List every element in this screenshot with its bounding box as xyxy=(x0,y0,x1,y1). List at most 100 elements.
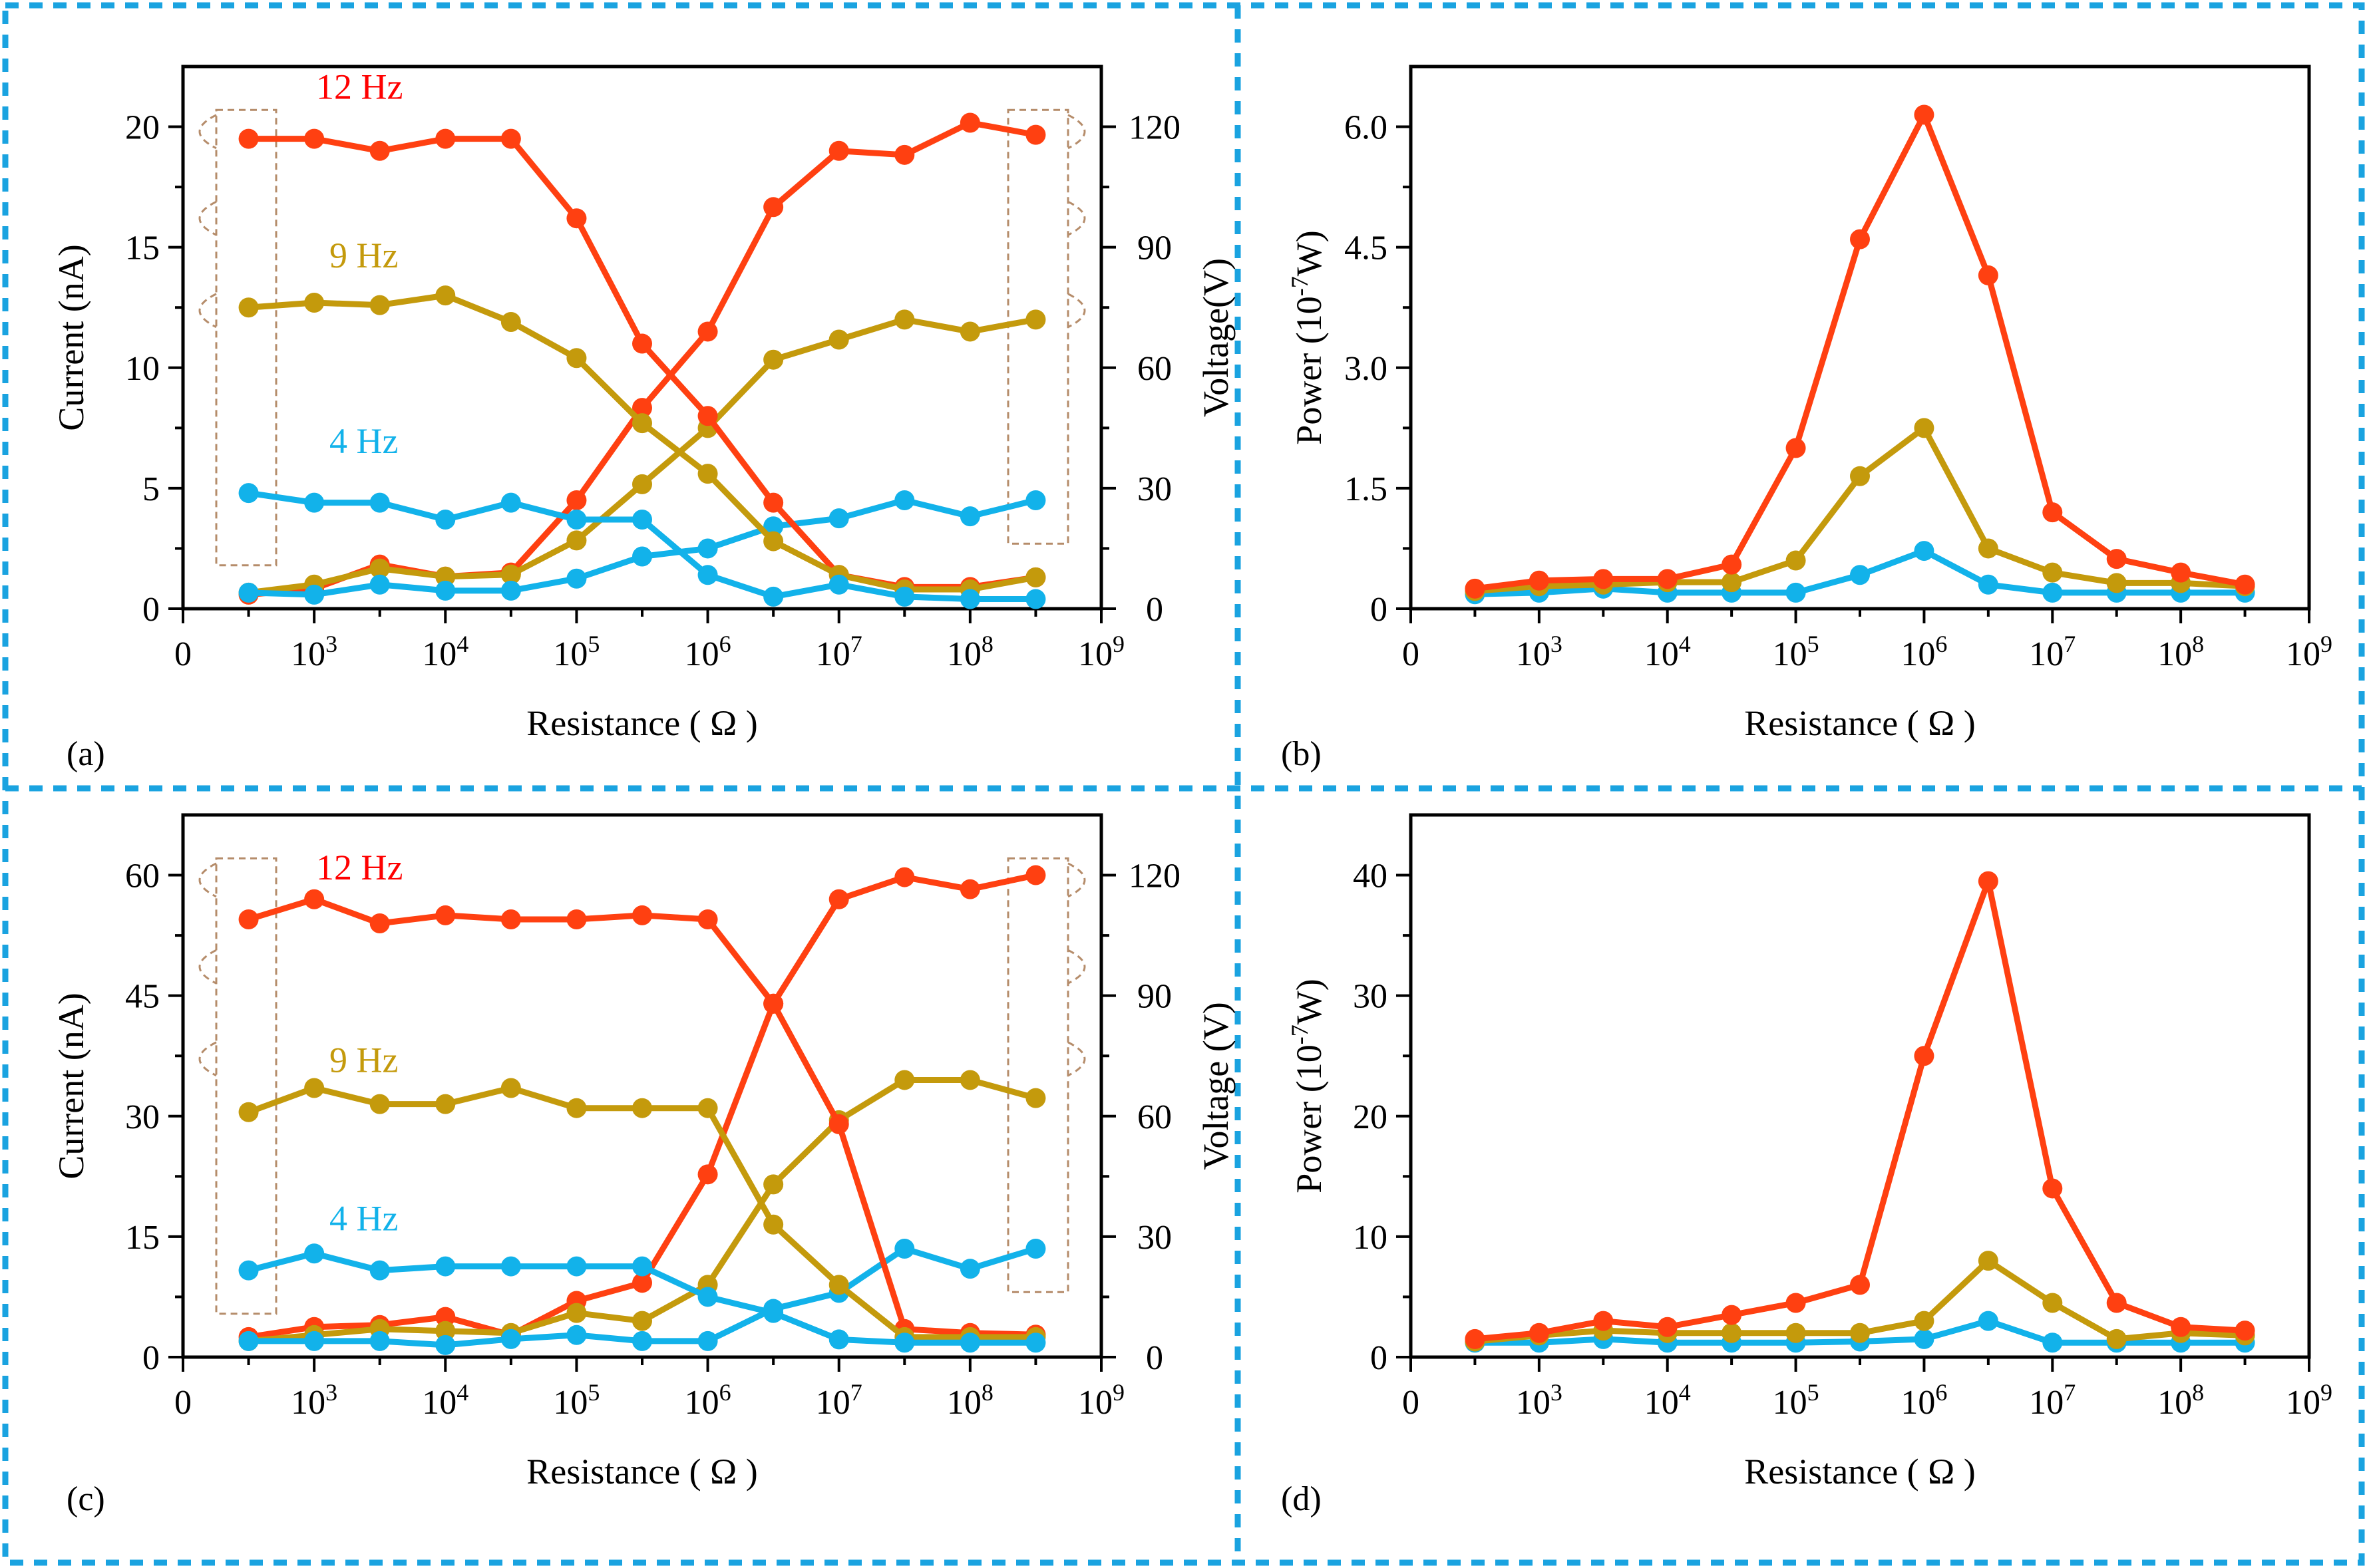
voltage-series-0-point-3 xyxy=(435,1307,456,1327)
voltage-series-1-point-6 xyxy=(632,474,652,494)
power-series-1-point-9 xyxy=(2042,1293,2063,1313)
chart-panel-d: 0 103 104 105 106 107 108 109010203040Resistanc… xyxy=(1281,813,2332,1518)
y2-tick-label: 90 xyxy=(1137,978,1172,1016)
x-tick-label: 109 xyxy=(1078,631,1125,673)
current-series-1-point-1 xyxy=(304,292,325,313)
y2-tick-label: 0 xyxy=(1146,1339,1163,1377)
voltage-series-2-point-1 xyxy=(304,584,325,605)
voltage-series-1-point-3 xyxy=(435,566,456,587)
current-series-0-point-1 xyxy=(304,128,325,149)
x-axis-title: Resistance ( Ω ) xyxy=(526,703,758,743)
voltage-series-1-point-5 xyxy=(566,1303,587,1323)
series-label-1: 9 Hz xyxy=(329,1040,398,1080)
y-tick-label: 20 xyxy=(125,109,160,147)
power-series-0-point-7 xyxy=(1914,1329,1934,1349)
power-series-2-point-12 xyxy=(2235,574,2255,595)
voltage-series-0-point-10 xyxy=(894,867,915,887)
voltage-series-0-point-6 xyxy=(632,1273,652,1293)
current-series-1-point-5 xyxy=(566,1098,587,1118)
y2-tick-label: 30 xyxy=(1137,1219,1172,1257)
y-tick-label: 20 xyxy=(1353,1098,1387,1136)
current-series-1-point-0 xyxy=(238,1102,259,1122)
current-series-1-point-6 xyxy=(632,413,652,434)
power-series-2-point-0 xyxy=(1465,578,1485,599)
current-series-0-point-3 xyxy=(435,128,456,149)
x-axis-title: Resistance ( Ω ) xyxy=(526,1452,758,1491)
panel-label: (b) xyxy=(1281,735,1322,773)
current-series-0-point-8 xyxy=(763,993,784,1014)
voltage-series-2-point-5 xyxy=(566,1325,587,1345)
voltage-series-1-point-9 xyxy=(828,329,849,350)
current-series-2-point-9 xyxy=(828,574,849,595)
current-series-2-point-4 xyxy=(500,1256,521,1277)
current-series-0-point-6 xyxy=(632,905,652,925)
y-tick-label: 3.0 xyxy=(1344,350,1387,388)
current-series-2-point-11 xyxy=(960,589,980,609)
voltage-axis-pointer xyxy=(1067,114,1086,150)
power-series-2-point-7 xyxy=(1914,104,1934,125)
voltage-series-2-point-10 xyxy=(894,490,915,510)
power-series-1-point-4 xyxy=(1722,1323,1742,1343)
voltage-series-0-point-7 xyxy=(697,1164,718,1185)
current-series-2-point-2 xyxy=(369,492,390,513)
current-series-2-point-0 xyxy=(238,483,259,504)
y2-axis-title: Voltage(V) xyxy=(1196,258,1236,417)
y-tick-label: 0 xyxy=(1370,1339,1387,1377)
power-series-1-point-10 xyxy=(2106,1329,2127,1349)
y-tick-label: 0 xyxy=(1370,591,1387,629)
voltage-series-2-point-7 xyxy=(697,538,718,559)
panel-label: (a) xyxy=(67,735,105,773)
current-series-2-point-10 xyxy=(894,1333,915,1353)
voltage-axis-pointer xyxy=(1067,949,1086,985)
voltage-series-2-point-6 xyxy=(632,546,652,567)
voltage-series-1-point-10 xyxy=(894,309,915,330)
y-tick-label: 0 xyxy=(142,1339,160,1377)
y-tick-label: 6.0 xyxy=(1344,109,1387,147)
current-series-0-point-2 xyxy=(369,913,390,933)
current-series-0-point-8 xyxy=(763,492,784,513)
power-series-2-point-3 xyxy=(1657,1317,1678,1337)
current-bracket-left xyxy=(215,857,277,1315)
current-axis-pointer xyxy=(198,293,217,329)
series-label-0: 12 Hz xyxy=(316,848,403,887)
current-series-2-point-1 xyxy=(304,492,325,513)
power-series-2-point-1 xyxy=(1529,1323,1549,1343)
power-series-1-point-8 xyxy=(1978,1251,1998,1271)
power-series-2-point-9 xyxy=(2042,1178,2063,1199)
power-series-1-point-8 xyxy=(1978,538,1998,559)
chart-panel-c: 0 103 104 105 106 107 108 109015304560030609012… xyxy=(51,813,1236,1518)
current-series-1-point-8 xyxy=(763,1214,784,1235)
current-series-0-point-4 xyxy=(500,909,521,929)
voltage-series-2-point-11 xyxy=(960,506,980,527)
power-series-2-point-0 xyxy=(1465,1329,1485,1349)
current-series-1-point-1 xyxy=(304,1078,325,1098)
current-series-2-point-7 xyxy=(697,565,718,585)
voltage-series-2-point-8 xyxy=(763,516,784,537)
current-series-1-point-7 xyxy=(697,464,718,484)
voltage-series-0-point-5 xyxy=(566,490,587,510)
power-series-1-point-10 xyxy=(2106,573,2127,593)
y-axis-title: Current (nA) xyxy=(51,244,91,430)
y-axis-title: Power (10-7W) xyxy=(1286,230,1329,444)
chart-panel-a: 0 103 104 105 106 107 108 109051015200306090120… xyxy=(51,65,1236,773)
current-series-0-point-5 xyxy=(566,909,587,929)
y2-axis-title: Voltage (V) xyxy=(1196,1002,1236,1170)
series-label-2: 4 Hz xyxy=(329,421,398,461)
voltage-axis-pointer xyxy=(1067,200,1086,236)
voltage-series-2-point-7 xyxy=(697,1331,718,1351)
current-series-2-point-6 xyxy=(632,1256,652,1277)
current-series-2-point-4 xyxy=(500,492,521,513)
voltage-series-0-point-9 xyxy=(828,889,849,909)
power-series-2-point-2 xyxy=(1593,1311,1614,1331)
voltage-series-2-point-3 xyxy=(435,1334,456,1355)
power-series-1-point-9 xyxy=(2042,562,2063,583)
voltage-series-2-point-10 xyxy=(894,1239,915,1259)
x-tick-label: 0 xyxy=(174,635,192,673)
current-series-1-point-5 xyxy=(566,348,587,369)
y-tick-label: 10 xyxy=(125,350,160,388)
power-series-2-point-10 xyxy=(2106,549,2127,569)
current-series-2-point-10 xyxy=(894,586,915,607)
current-series-0-point-0 xyxy=(238,128,259,149)
voltage-series-0-point-7 xyxy=(697,321,718,342)
